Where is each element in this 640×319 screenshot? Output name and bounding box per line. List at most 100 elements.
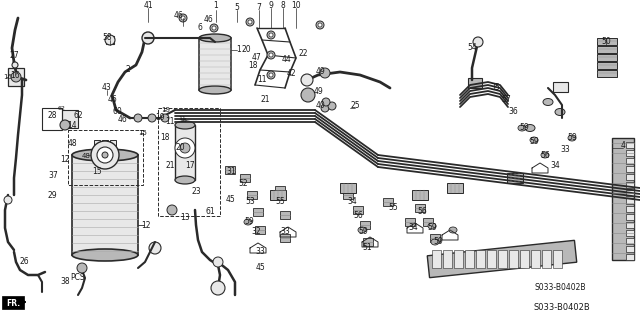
Circle shape <box>269 33 273 37</box>
Text: 55: 55 <box>388 204 398 212</box>
Circle shape <box>316 21 324 29</box>
Text: 33: 33 <box>280 227 290 236</box>
Text: 26: 26 <box>19 257 29 266</box>
Text: FR.: FR. <box>6 299 20 308</box>
Circle shape <box>181 16 185 20</box>
Text: 29: 29 <box>47 190 57 199</box>
Bar <box>110 140 116 148</box>
Bar <box>531 250 540 268</box>
Bar <box>432 250 441 268</box>
Bar <box>553 82 568 92</box>
Text: 37: 37 <box>48 172 58 181</box>
Bar <box>225 166 235 174</box>
Bar <box>553 250 562 268</box>
Text: 40: 40 <box>315 101 325 110</box>
Circle shape <box>11 72 21 82</box>
Text: 2: 2 <box>125 65 131 75</box>
Text: 16: 16 <box>3 74 13 80</box>
Circle shape <box>167 205 177 215</box>
Circle shape <box>148 114 156 122</box>
Bar <box>447 183 463 193</box>
Ellipse shape <box>568 135 576 141</box>
Ellipse shape <box>428 223 436 229</box>
Bar <box>597 54 617 61</box>
Text: 31: 31 <box>226 167 236 176</box>
Text: 18: 18 <box>179 117 187 122</box>
Ellipse shape <box>530 137 538 143</box>
Bar <box>360 221 370 229</box>
Text: 16: 16 <box>10 70 20 79</box>
Ellipse shape <box>72 149 138 161</box>
Bar <box>597 46 617 53</box>
Text: 6: 6 <box>198 23 202 32</box>
Ellipse shape <box>72 249 138 261</box>
Bar <box>94 140 100 148</box>
Text: 1: 1 <box>214 2 218 11</box>
Bar <box>247 191 257 199</box>
Circle shape <box>179 14 187 22</box>
Circle shape <box>175 138 195 158</box>
Text: 11: 11 <box>178 115 186 121</box>
Text: 59: 59 <box>433 238 443 247</box>
Text: 56: 56 <box>540 151 550 160</box>
Text: 9: 9 <box>269 2 273 11</box>
Bar <box>498 250 507 268</box>
Text: 21: 21 <box>165 160 175 169</box>
Circle shape <box>161 114 169 122</box>
Bar <box>626 230 634 236</box>
Ellipse shape <box>175 176 195 184</box>
Bar <box>340 183 356 193</box>
Bar <box>383 198 393 206</box>
Bar <box>428 240 577 278</box>
Text: 44: 44 <box>281 56 291 64</box>
Text: 48: 48 <box>81 153 90 159</box>
Bar <box>2 296 24 309</box>
Text: 12: 12 <box>60 155 70 165</box>
Bar <box>42 108 62 130</box>
Ellipse shape <box>543 99 553 106</box>
Text: 22: 22 <box>298 49 308 58</box>
Bar <box>270 190 286 200</box>
Text: 59: 59 <box>529 137 539 146</box>
Circle shape <box>301 74 313 86</box>
Bar <box>454 250 463 268</box>
Bar <box>430 234 440 242</box>
Bar <box>626 158 634 164</box>
Text: 53: 53 <box>245 197 255 206</box>
Bar <box>158 108 220 216</box>
Circle shape <box>473 37 483 47</box>
Circle shape <box>269 53 273 57</box>
Text: 56: 56 <box>417 207 427 217</box>
Text: 61: 61 <box>205 207 215 217</box>
Text: 28: 28 <box>47 110 57 120</box>
Bar <box>509 250 518 268</box>
Bar <box>353 206 363 214</box>
Circle shape <box>246 18 254 26</box>
Circle shape <box>180 143 190 153</box>
Ellipse shape <box>525 124 535 131</box>
Bar <box>412 190 428 200</box>
Bar <box>405 218 415 226</box>
Text: 59: 59 <box>519 123 529 132</box>
Text: 55: 55 <box>275 197 285 206</box>
Bar <box>626 174 634 180</box>
Circle shape <box>328 102 336 110</box>
Text: 20: 20 <box>241 46 251 55</box>
Bar <box>275 186 285 194</box>
Text: S033-B0402B: S033-B0402B <box>534 284 586 293</box>
Bar <box>240 174 250 182</box>
Text: 11: 11 <box>165 117 175 127</box>
Text: 57: 57 <box>501 95 511 105</box>
Text: 52: 52 <box>238 179 248 188</box>
Text: 7: 7 <box>257 4 261 12</box>
Circle shape <box>211 281 225 295</box>
Text: 34: 34 <box>550 160 560 169</box>
Text: 1: 1 <box>237 46 241 55</box>
Bar <box>343 191 353 199</box>
Text: 33: 33 <box>255 248 265 256</box>
Text: 59: 59 <box>244 218 254 226</box>
Bar <box>443 250 452 268</box>
Text: 50: 50 <box>601 38 611 47</box>
Circle shape <box>105 35 115 45</box>
Text: 59: 59 <box>567 133 577 143</box>
